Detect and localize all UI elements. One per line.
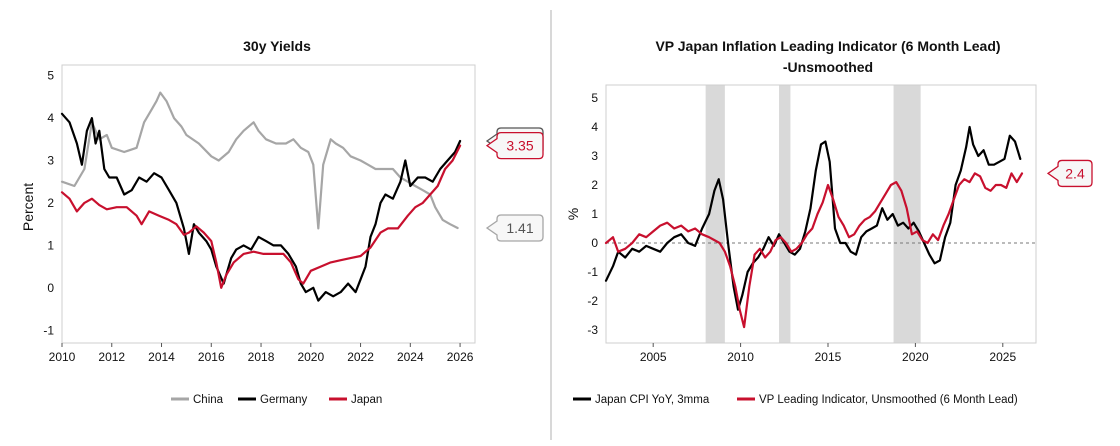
series-line-germany (60, 112, 462, 302)
left-chart: 30y Yields -1 0 1 2 3 4 5 2010 2012 2014 2016 2018… (20, 38, 544, 406)
callout-box-vp-leading-indicator-unsmoothed-6-month-lead (1046, 159, 1093, 188)
legend-label-china: China (193, 394, 224, 406)
legend-label-vp-indicator: VP Leading Indicator, Unsmoothed (6 Mont… (759, 394, 1018, 406)
x-tick-label: 2022 (347, 350, 374, 364)
y-tick-label: 5 (591, 91, 598, 105)
series-line-china (60, 91, 459, 230)
y-tick-label: 4 (591, 120, 598, 134)
y-tick-label: -1 (587, 265, 598, 279)
right-y-axis-label: % (565, 208, 581, 220)
y-tick-label: 1 (591, 207, 598, 221)
right-legend: Japan CPI YoY, 3mma VP Leading Indicator… (573, 394, 1018, 406)
right-plot-frame (605, 84, 1037, 344)
left-x-tick-labels: 2010 2012 2014 2016 2018 2020 2022 2024 2026 (49, 343, 474, 364)
right-chart: VP Japan Inflation Leading Indicator (6 … (565, 38, 1093, 406)
x-tick-label: 2020 (902, 350, 929, 364)
right-x-tick-labels: 2005 2010 2015 2020 2025 (640, 343, 1016, 364)
y-tick-label: -1 (43, 323, 54, 337)
x-tick-label: 2012 (98, 350, 125, 364)
series-line-japan (60, 144, 462, 289)
callout-box-japan (485, 131, 544, 160)
x-tick-label: 2020 (297, 350, 324, 364)
callout-label-japan: 3.35 (506, 138, 533, 154)
y-tick-label: 0 (591, 236, 598, 250)
y-tick-label: 2 (591, 178, 598, 192)
y-tick-label: 4 (47, 111, 54, 125)
left-y-axis-label: Percent (20, 183, 36, 231)
legend-label-japan-cpi: Japan CPI YoY, 3mma (595, 394, 710, 406)
y-tick-label: 2 (47, 196, 54, 210)
x-tick-label: 2010 (727, 350, 754, 364)
left-callouts: 3.463.351.41 (485, 127, 544, 242)
series-line-japan-cpi-yoy-3mma (604, 125, 1022, 311)
y-tick-label: 0 (47, 281, 54, 295)
y-tick-label: 3 (47, 153, 54, 167)
left-legend: China Germany Japan (171, 394, 382, 406)
y-tick-label: 5 (47, 69, 54, 83)
y-tick-label: 3 (591, 149, 598, 163)
x-tick-label: 2026 (447, 350, 474, 364)
x-tick-label: 2014 (148, 350, 175, 364)
callout-label-vp-leading-indicator-unsmoothed-6-month-lead: 2.4 (1065, 165, 1085, 181)
x-tick-label: 2010 (49, 350, 76, 364)
legend-label-germany: Germany (260, 394, 308, 406)
callout-label-china: 1.41 (506, 220, 533, 236)
left-y-tick-labels: -1 0 1 2 3 4 5 (43, 69, 54, 338)
right-chart-title: VP Japan Inflation Leading Indicator (6 … (655, 38, 1000, 54)
shaded-period-1 (705, 85, 725, 343)
legend-label-japan: Japan (351, 394, 382, 406)
shaded-period-2 (779, 85, 791, 343)
x-tick-label: 2024 (397, 350, 424, 364)
x-tick-label: 2018 (248, 350, 275, 364)
x-tick-label: 2016 (198, 350, 225, 364)
x-tick-label: 2005 (640, 350, 667, 364)
y-tick-label: 1 (47, 238, 54, 252)
right-y-tick-labels: -3 -2 -1 0 1 2 3 4 5 (587, 91, 598, 337)
x-tick-label: 2015 (815, 350, 842, 364)
left-plot-frame (61, 64, 476, 344)
left-chart-title: 30y Yields (243, 38, 311, 54)
recession-shading (705, 85, 921, 343)
right-series-lines (604, 125, 1024, 329)
y-tick-label: -2 (587, 294, 598, 308)
left-series-lines (60, 91, 462, 302)
right-callouts: 2.4 (1046, 159, 1093, 188)
y-tick-label: -3 (587, 323, 598, 337)
series-line-vp-leading-indicator-unsmoothed-6-month-lead (604, 172, 1024, 329)
right-chart-title-line2: -Unsmoothed (783, 59, 873, 75)
callout-box-china (485, 214, 544, 242)
x-tick-label: 2025 (989, 350, 1016, 364)
